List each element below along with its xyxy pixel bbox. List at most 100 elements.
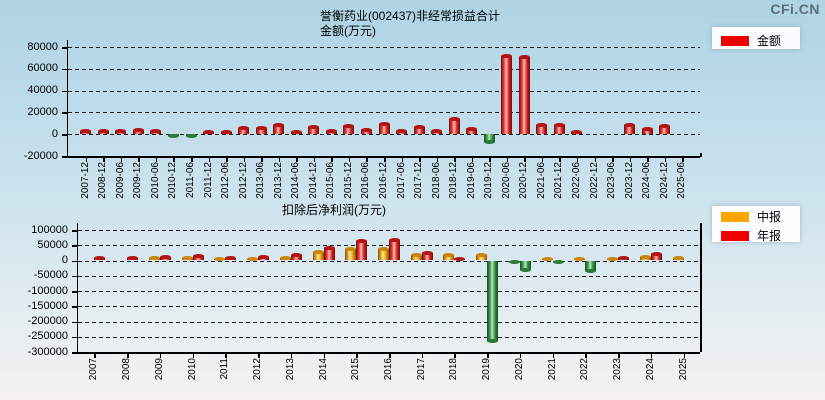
- x-tick-label-2009-12: 2009-12: [132, 162, 144, 199]
- bar-2021-mid: [541, 257, 553, 262]
- x-tick-label-2010-06: 2010-06: [149, 162, 161, 199]
- bar-2024-annual: [650, 252, 662, 261]
- bar-2019-12-amount: [483, 134, 495, 145]
- top-chart-legend: 金额: [712, 27, 800, 49]
- x-tick-label-2009-06: 2009-06: [114, 162, 126, 199]
- bar-2012-06-amount: [220, 129, 232, 135]
- x-tick-label-2011: 2011: [219, 358, 231, 380]
- x-tick-label-2015-12: 2015-12: [342, 162, 354, 199]
- x-tick-label-2025: 2025: [677, 358, 689, 381]
- gridline-0: [68, 134, 700, 136]
- bar-2023-annual: [618, 255, 630, 261]
- x-axis-tick: [290, 353, 293, 358]
- bar-2024-mid: [639, 254, 651, 261]
- x-axis-tick: [103, 157, 105, 162]
- y-tick-label-20000: 20000: [27, 105, 58, 118]
- bar-cap: [214, 256, 226, 261]
- x-tick-label-2017-06: 2017-06: [395, 162, 407, 199]
- x-tick-label-2009: 2009: [153, 358, 165, 381]
- bar-cap: [508, 259, 520, 264]
- x-axis-tick: [323, 353, 326, 358]
- bar-2015-mid: [345, 247, 357, 261]
- x-axis-line: [66, 156, 700, 158]
- bar-cap: [238, 126, 250, 131]
- x-axis-tick: [261, 157, 263, 162]
- bar-2011-12-amount: [203, 130, 215, 135]
- x-tick-label-2008: 2008: [121, 358, 133, 381]
- x-axis-tick: [683, 353, 686, 358]
- bar-2014-annual: [323, 245, 335, 261]
- bar-2013-12-amount: [273, 123, 285, 135]
- bar-2014-06-amount: [290, 129, 302, 135]
- gridline--150000: [78, 306, 700, 308]
- gridline--200000: [78, 321, 700, 323]
- x-axis-tick: [226, 157, 228, 162]
- gridline--250000: [78, 336, 700, 338]
- x-tick-label-2013-12: 2013-12: [272, 162, 284, 199]
- bar-cap: [279, 255, 291, 260]
- bar-cap: [571, 130, 583, 135]
- bar-2009-annual: [159, 255, 171, 261]
- x-axis-tick: [682, 157, 684, 162]
- bar-cap: [454, 256, 466, 261]
- x-tick-label-2021-12: 2021-12: [553, 162, 565, 199]
- x-axis-tick: [664, 157, 667, 162]
- bar-cap: [308, 124, 320, 129]
- x-tick-label-2016-12: 2016-12: [378, 162, 389, 199]
- bar-cap: [312, 249, 324, 254]
- x-tick-label-2013-06: 2013-06: [255, 162, 267, 199]
- x-axis-tick: [489, 157, 491, 162]
- bar-cap: [127, 255, 139, 260]
- y-tick-label-50000: 50000: [37, 238, 68, 251]
- x-tick-label-2010-12: 2010-12: [167, 162, 179, 199]
- bar-2015-12-amount: [343, 124, 355, 135]
- bar-2016-annual: [389, 238, 400, 261]
- y-axis-tick: [72, 352, 77, 354]
- x-axis-tick: [519, 353, 522, 358]
- x-axis-tick: [191, 157, 193, 162]
- bar-cap: [225, 255, 237, 260]
- x-tick-label-2012: 2012: [252, 358, 264, 381]
- bar-cap: [574, 256, 586, 261]
- bottom-chart-legend: 中报 年报: [712, 206, 800, 242]
- bar-2024-06-amount: [641, 126, 653, 135]
- bar-2015-06-amount: [325, 129, 337, 135]
- bar-cap: [443, 252, 455, 257]
- top-chart-plot-area: [68, 47, 700, 156]
- bar-cap: [97, 129, 109, 134]
- bar-cap: [553, 123, 565, 128]
- bar-2017-mid: [410, 252, 422, 261]
- bar-cap: [247, 256, 259, 261]
- bar-2019-mid: [476, 252, 488, 261]
- y-axis-tick: [62, 47, 67, 49]
- y-axis-tick: [72, 306, 77, 308]
- x-axis-tick: [296, 157, 298, 162]
- x-tick-label-2020-12: 2020-12: [518, 162, 530, 199]
- y-tick-label--200000: -200000: [27, 315, 68, 327]
- legend-row-amount: 金额: [712, 27, 800, 49]
- x-tick-label-2012-12: 2012-12: [237, 162, 249, 199]
- y-axis-line: [76, 223, 78, 352]
- bar-cap: [431, 129, 443, 134]
- x-axis-tick: [243, 157, 246, 162]
- bar-cap: [536, 122, 548, 127]
- bottom-chart-plot-area: [78, 230, 700, 352]
- bar-cap: [192, 253, 204, 258]
- y-axis-tick: [62, 112, 67, 114]
- top-chart-title-line2: 金额(万元): [320, 24, 376, 38]
- bar-cap: [672, 255, 684, 260]
- bar-2022-06-amount: [571, 130, 583, 135]
- x-axis-tick: [278, 157, 281, 162]
- bar-2020-06-amount: [501, 53, 513, 135]
- legend-swatch-amount: [721, 36, 749, 46]
- top-chart-title: 誉衡药业(002437)非经常损益合计 金额(万元): [320, 9, 500, 39]
- bar-2017-annual: [421, 250, 433, 261]
- bar-cap: [185, 133, 197, 138]
- x-axis-tick: [173, 157, 175, 162]
- bar-cap: [466, 127, 478, 132]
- bar-cap: [639, 254, 651, 259]
- legend-label-amount: 金额: [757, 34, 782, 48]
- bar-2025-mid: [672, 255, 684, 261]
- x-axis-tick: [454, 157, 456, 162]
- gridline-40000: [68, 90, 700, 92]
